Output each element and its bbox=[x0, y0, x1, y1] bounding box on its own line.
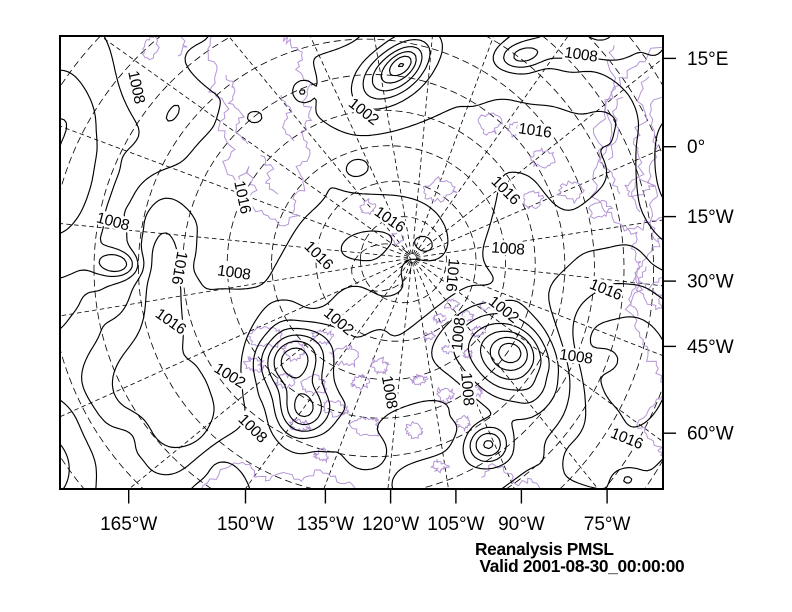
svg-text:90°W: 90°W bbox=[498, 514, 545, 535]
svg-text:165°W: 165°W bbox=[100, 514, 157, 535]
svg-text:1008: 1008 bbox=[491, 239, 525, 258]
svg-text:15°W: 15°W bbox=[687, 207, 734, 228]
svg-text:60°W: 60°W bbox=[687, 424, 734, 445]
svg-text:1008: 1008 bbox=[558, 346, 593, 367]
svg-text:1016: 1016 bbox=[442, 258, 462, 293]
svg-text:1008: 1008 bbox=[124, 69, 148, 105]
svg-text:Valid 2001-08-30_00:00:00: Valid 2001-08-30_00:00:00 bbox=[480, 556, 685, 576]
svg-text:0°: 0° bbox=[687, 137, 705, 158]
svg-text:30°W: 30°W bbox=[687, 272, 734, 293]
svg-text:45°W: 45°W bbox=[687, 337, 734, 358]
svg-text:1008: 1008 bbox=[216, 262, 251, 283]
svg-text:1016: 1016 bbox=[517, 120, 552, 141]
svg-text:1016: 1016 bbox=[230, 179, 254, 215]
svg-text:135°W: 135°W bbox=[297, 514, 354, 535]
svg-text:1008: 1008 bbox=[449, 317, 469, 352]
svg-text:1008: 1008 bbox=[563, 44, 598, 65]
svg-text:120°W: 120°W bbox=[362, 514, 419, 535]
svg-text:75°W: 75°W bbox=[584, 514, 631, 535]
svg-text:105°W: 105°W bbox=[427, 514, 484, 535]
svg-text:150°W: 150°W bbox=[217, 514, 274, 535]
svg-text:15°E: 15°E bbox=[687, 49, 728, 70]
svg-text:1008: 1008 bbox=[457, 372, 477, 407]
svg-text:1016: 1016 bbox=[168, 250, 191, 286]
svg-text:Reanalysis PMSL: Reanalysis PMSL bbox=[475, 539, 614, 559]
svg-text:1008: 1008 bbox=[378, 374, 401, 410]
